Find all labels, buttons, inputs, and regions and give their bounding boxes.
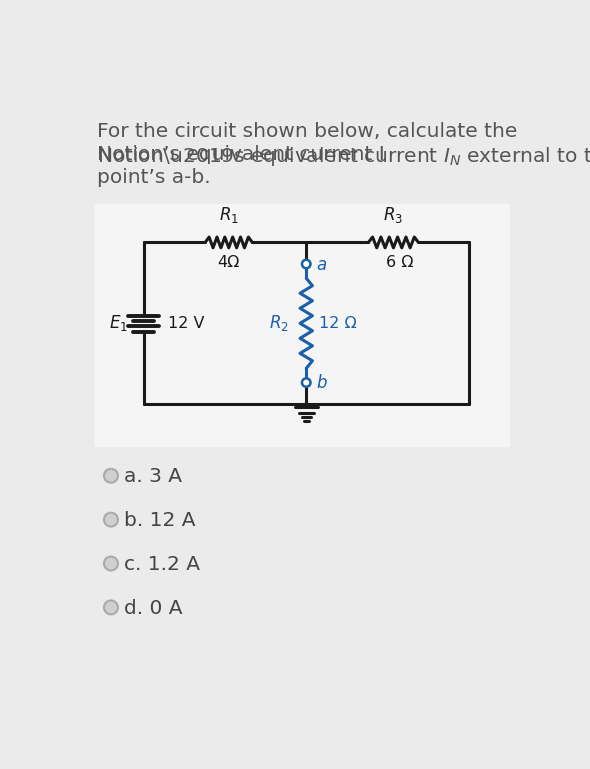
Text: b. 12 A: b. 12 A xyxy=(124,511,196,530)
Text: Notion\u2019s equivalent current $I_N$ external to the: Notion\u2019s equivalent current $I_N$ e… xyxy=(97,145,590,168)
Text: 6 Ω: 6 Ω xyxy=(386,255,414,270)
Text: Notion’s equivalent current I: Notion’s equivalent current I xyxy=(97,145,385,164)
Text: 12 Ω: 12 Ω xyxy=(319,316,356,331)
Circle shape xyxy=(104,513,118,527)
FancyBboxPatch shape xyxy=(94,204,510,448)
Text: d. 0 A: d. 0 A xyxy=(124,599,183,618)
Text: 12 V: 12 V xyxy=(168,316,205,331)
Circle shape xyxy=(104,469,118,483)
Text: $R_2$: $R_2$ xyxy=(270,313,289,333)
Text: c. 1.2 A: c. 1.2 A xyxy=(124,554,200,574)
Text: For the circuit shown below, calculate the: For the circuit shown below, calculate t… xyxy=(97,122,517,141)
Text: a. 3 A: a. 3 A xyxy=(124,467,182,486)
Text: $R_3$: $R_3$ xyxy=(384,205,404,225)
Circle shape xyxy=(104,557,118,571)
Text: $E_1$: $E_1$ xyxy=(109,313,128,333)
Text: $\it{a}$: $\it{a}$ xyxy=(316,256,327,274)
Text: $R_1$: $R_1$ xyxy=(219,205,239,225)
Circle shape xyxy=(302,260,310,268)
Text: 4Ω: 4Ω xyxy=(218,255,240,270)
Circle shape xyxy=(302,378,310,387)
Circle shape xyxy=(104,601,118,614)
Text: $\it{b}$: $\it{b}$ xyxy=(316,375,328,392)
Text: point’s a-b.: point’s a-b. xyxy=(97,168,211,187)
